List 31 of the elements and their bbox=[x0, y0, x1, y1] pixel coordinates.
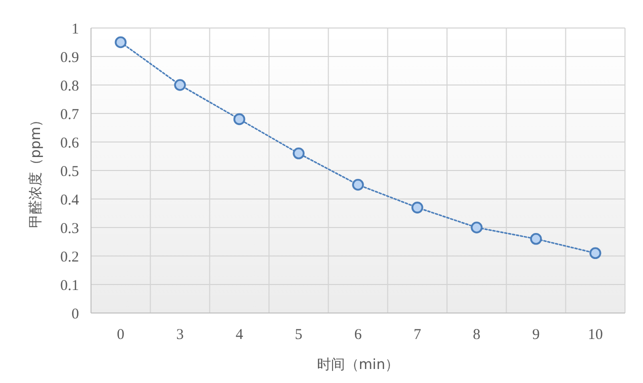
y-tick-label: 0.6 bbox=[60, 135, 80, 152]
x-tick-label: 10 bbox=[588, 327, 603, 343]
x-axis-title: 时间（min） bbox=[316, 357, 400, 373]
point bbox=[233, 113, 246, 126]
point bbox=[114, 36, 127, 48]
x-tick-label: 5 bbox=[294, 327, 302, 343]
point bbox=[352, 178, 364, 191]
point bbox=[411, 202, 424, 214]
x-tick-label: 6 bbox=[354, 327, 362, 343]
x-tick-label: 8 bbox=[472, 327, 480, 343]
point bbox=[292, 148, 305, 160]
y-tick-label: 0.4 bbox=[60, 192, 80, 208]
x-tick-label: 0 bbox=[116, 327, 124, 343]
point bbox=[530, 233, 542, 245]
y-tick-label: 0.1 bbox=[60, 278, 79, 294]
x-tick-label: 3 bbox=[176, 327, 184, 343]
y-tick-label: 0.7 bbox=[60, 106, 80, 123]
y-tick-label: 0.9 bbox=[60, 50, 79, 66]
y-tick-label: 0.5 bbox=[60, 164, 79, 180]
x-tick-label: 9 bbox=[532, 327, 540, 343]
y-tick-label: 0.8 bbox=[60, 78, 79, 94]
y-tick-label: 1 bbox=[72, 21, 79, 38]
y-tick-label: 0.3 bbox=[60, 220, 79, 237]
point bbox=[174, 79, 186, 91]
point bbox=[470, 222, 483, 234]
x-tick-label: 4 bbox=[236, 327, 244, 343]
point bbox=[589, 247, 602, 260]
y-tick-label: 0 bbox=[72, 306, 79, 322]
y-axis-title: 甲醛浓度（ppm） bbox=[28, 112, 44, 228]
x-tick-label: 7 bbox=[414, 327, 422, 343]
y-tick-label: 0.2 bbox=[60, 249, 79, 266]
